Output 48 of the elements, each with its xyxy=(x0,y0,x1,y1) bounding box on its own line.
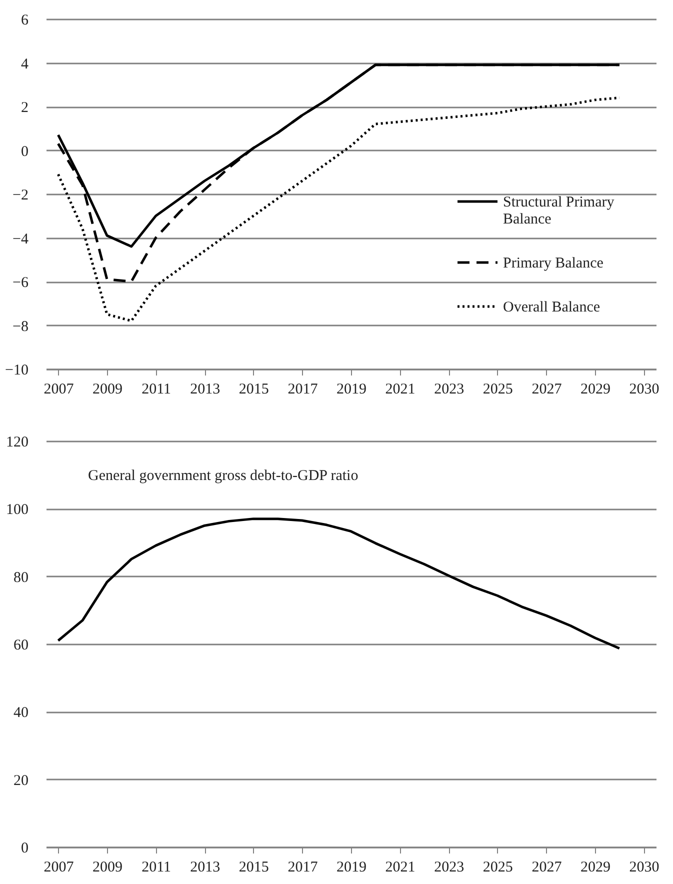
x-tick-label: 2025 xyxy=(482,382,513,398)
x-tick-label: 2027 xyxy=(532,382,562,398)
legend-label: Primary Balance xyxy=(503,256,604,272)
y-tick-label: 100 xyxy=(6,502,28,518)
x-tick-label: 2029 xyxy=(580,382,610,398)
line-series xyxy=(56,96,621,322)
legend-label: Structural Primary Balance xyxy=(503,194,615,228)
x-tick-label: 2027 xyxy=(532,860,562,876)
x-tick-label: 2023 xyxy=(434,382,464,398)
x-tick-label: 2011 xyxy=(142,382,172,398)
y-tick-label: 0 xyxy=(21,144,28,160)
line-series xyxy=(56,518,621,650)
y-tick-label: 2 xyxy=(21,100,28,116)
x-tick-label: 2013 xyxy=(190,860,220,876)
y-tick-label: 0 xyxy=(21,840,28,856)
x-tick-label: 2015 xyxy=(238,860,269,876)
x-tick-label: 2023 xyxy=(434,860,464,876)
y-tick-label: 20 xyxy=(14,772,28,789)
y-tick-label: −10 xyxy=(5,362,28,378)
x-tick-label: 2019 xyxy=(336,382,366,398)
x-tick-label: 2021 xyxy=(385,382,416,398)
text: General government gross debt-to-GDP ratio xyxy=(88,468,358,484)
legend-label: Overall Balance xyxy=(503,300,600,316)
x-tick-label: 2011 xyxy=(142,860,172,876)
x-tick-label: 2030 xyxy=(629,382,660,398)
y-tick-label: −6 xyxy=(12,275,29,291)
y-tick-label: −4 xyxy=(12,231,29,248)
y-tick-label: −2 xyxy=(12,188,28,204)
y-tick-label: 40 xyxy=(14,705,28,722)
x-tick-label: 2015 xyxy=(238,382,269,398)
y-tick-label: 4 xyxy=(21,56,29,72)
x-tick-label: 2009 xyxy=(92,860,122,876)
x-tick-label: 2019 xyxy=(336,860,366,876)
x-tick-label: 2025 xyxy=(482,860,513,876)
x-tick-label: 2021 xyxy=(385,860,416,876)
x-tick-label: 2017 xyxy=(288,382,318,398)
x-tick-label: 2013 xyxy=(190,382,220,398)
x-tick-label: 2029 xyxy=(580,860,610,876)
x-tick-label: 2007 xyxy=(44,860,74,876)
x-tick-label: 2007 xyxy=(44,382,74,398)
x-tick-label: 2030 xyxy=(629,860,660,876)
y-tick-label: 80 xyxy=(14,570,28,586)
y-tick-label: −8 xyxy=(12,318,28,335)
x-tick-label: 2009 xyxy=(92,382,122,398)
x-tick-label: 2017 xyxy=(288,860,318,876)
y-tick-label: 60 xyxy=(14,638,28,654)
y-tick-label: 6 xyxy=(21,12,29,28)
y-tick-label: 120 xyxy=(6,434,28,450)
